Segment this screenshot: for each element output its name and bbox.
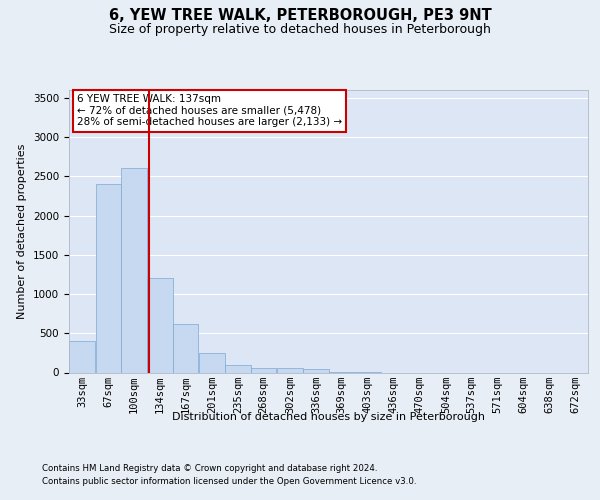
- Text: 6, YEW TREE WALK, PETERBOROUGH, PE3 9NT: 6, YEW TREE WALK, PETERBOROUGH, PE3 9NT: [109, 8, 491, 22]
- Text: Contains public sector information licensed under the Open Government Licence v3: Contains public sector information licen…: [42, 478, 416, 486]
- Bar: [251, 368, 277, 372]
- Bar: [95, 184, 121, 372]
- Text: 6 YEW TREE WALK: 137sqm
← 72% of detached houses are smaller (5,478)
28% of semi: 6 YEW TREE WALK: 137sqm ← 72% of detache…: [77, 94, 342, 128]
- Bar: [148, 278, 173, 372]
- Bar: [70, 341, 95, 372]
- Bar: [173, 324, 199, 372]
- Bar: [277, 368, 303, 372]
- Bar: [121, 168, 146, 372]
- Bar: [199, 353, 224, 372]
- Bar: [304, 368, 329, 372]
- Bar: [226, 364, 251, 372]
- Text: Contains HM Land Registry data © Crown copyright and database right 2024.: Contains HM Land Registry data © Crown c…: [42, 464, 377, 473]
- Y-axis label: Number of detached properties: Number of detached properties: [17, 144, 28, 319]
- Text: Distribution of detached houses by size in Peterborough: Distribution of detached houses by size …: [172, 412, 485, 422]
- Text: Size of property relative to detached houses in Peterborough: Size of property relative to detached ho…: [109, 22, 491, 36]
